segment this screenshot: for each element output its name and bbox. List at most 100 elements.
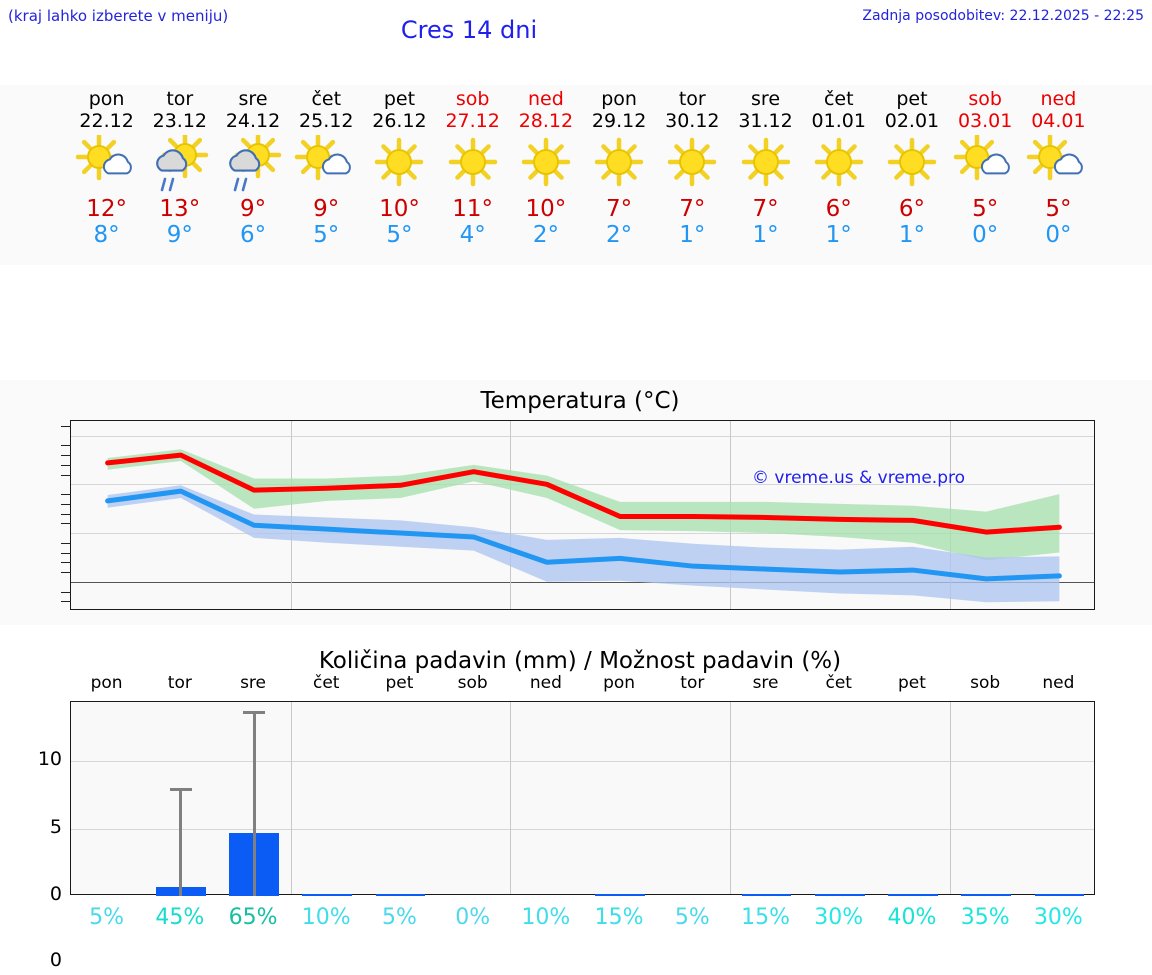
- sun-cloud-icon: [287, 135, 365, 193]
- precipitation-bar: [961, 894, 1012, 896]
- gridline: [71, 533, 1094, 535]
- temperature-series-layer: [105, 449, 1062, 603]
- day-min-temp: 9°: [166, 222, 193, 248]
- precipitation-day-label: sob: [457, 673, 488, 693]
- day-date-label: 04.01: [1031, 110, 1086, 132]
- day-of-week-label: sre: [751, 88, 781, 110]
- day-forecast-card[interactable]: sob 03.01 5° 0°: [946, 85, 1024, 265]
- day-max-temp: 9°: [313, 196, 340, 222]
- axis-minor-tick: [61, 572, 71, 574]
- precipitation-probability-label: 30%: [1033, 905, 1083, 930]
- precipitation-day-label: ned: [529, 673, 562, 693]
- day-max-temp: 9°: [239, 196, 267, 222]
- axis-minor-tick: [61, 562, 71, 564]
- day-min-temp: 2°: [606, 222, 633, 248]
- copyright-text: © vreme.us & vreme.pro: [752, 468, 966, 488]
- day-date-label: 29.12: [591, 110, 647, 132]
- day-forecast-card[interactable]: pet 02.01 6° 1°: [873, 85, 951, 265]
- day-min-temp: 1°: [825, 222, 852, 248]
- day-of-week-label: tor: [166, 88, 194, 110]
- sun-icon: [360, 135, 438, 193]
- day-of-week-label: pon: [88, 88, 125, 110]
- day-max-temp: 5°: [972, 196, 999, 222]
- header-bar: (kraj lahko izberete v meniju) Cres 14 d…: [0, 0, 1152, 60]
- precipitation-day-label: čet: [825, 673, 852, 693]
- precipitation-probability-label: 65%: [228, 905, 278, 930]
- day-of-week-label: čet: [311, 88, 342, 110]
- day-min-temp: 6°: [239, 222, 267, 248]
- day-date-label: 22.12: [79, 110, 134, 132]
- daily-forecast-strip: pon 22.12 12° 8° tor 23.12 13° 9° sre 24.12 9° 6…: [0, 85, 1152, 265]
- day-forecast-card[interactable]: pon 29.12 7° 2°: [580, 85, 658, 265]
- day-max-temp: 10°: [525, 196, 567, 222]
- day-date-label: 03.01: [957, 110, 1013, 132]
- day-min-temp: 5°: [386, 222, 413, 248]
- sun-icon: [507, 135, 585, 193]
- sun-cloud-rain-icon: [141, 135, 219, 193]
- day-forecast-card[interactable]: čet 25.12 9° 5°: [287, 85, 365, 265]
- precipitation-bar: [595, 894, 645, 896]
- day-max-temp: 10°: [379, 196, 420, 222]
- precipitation-day-label: sob: [970, 673, 1001, 693]
- precipitation-day-label: pon: [603, 673, 636, 693]
- temperature-series-line: [105, 452, 1062, 535]
- axis-minor-tick: [61, 445, 71, 447]
- day-forecast-card[interactable]: ned 04.01 5° 0°: [1019, 85, 1097, 265]
- page-title: Cres 14 dni: [400, 16, 538, 44]
- day-forecast-card[interactable]: tor 30.12 7° 1°: [653, 85, 731, 265]
- day-max-temp: 6°: [825, 196, 852, 222]
- precipitation-whisker: [252, 711, 256, 896]
- sun-icon: [580, 135, 658, 193]
- sun-icon: [653, 135, 731, 193]
- precipitation-day-label: ned: [1042, 673, 1075, 693]
- sun-cloud-icon: [946, 135, 1024, 193]
- axis-minor-tick: [61, 552, 71, 554]
- gridline: [71, 828, 1094, 830]
- day-min-temp: 8°: [93, 222, 120, 248]
- day-date-label: 01.01: [811, 110, 866, 132]
- day-forecast-card[interactable]: tor 23.12 13° 9°: [141, 85, 219, 265]
- day-of-week-label: tor: [678, 88, 706, 110]
- precipitation-day-label: pon: [90, 673, 123, 693]
- precipitation-bar: [302, 894, 353, 896]
- day-min-temp: 1°: [898, 222, 926, 248]
- axis-minor-tick: [61, 464, 71, 466]
- axis-minor-tick: [61, 503, 71, 505]
- vertical-gridline: [290, 421, 292, 609]
- day-forecast-card[interactable]: ned 28.12 10° 2°: [507, 85, 585, 265]
- day-min-temp: 0°: [1045, 222, 1072, 248]
- vertical-gridline: [729, 702, 731, 894]
- day-date-label: 24.12: [225, 110, 281, 132]
- day-date-label: 28.12: [518, 110, 574, 132]
- day-max-temp: 7°: [606, 196, 633, 222]
- precipitation-y-axis-tick: 0: [49, 883, 62, 905]
- day-forecast-card[interactable]: sre 24.12 9° 6°: [214, 85, 292, 265]
- temperature-plot-area: [61, 420, 1095, 610]
- gridline: [71, 484, 1094, 486]
- day-max-temp: 7°: [679, 196, 706, 222]
- day-min-temp: 4°: [459, 222, 486, 248]
- precipitation-day-label: tor: [680, 673, 705, 693]
- day-forecast-card[interactable]: pon 22.12 12° 8°: [68, 85, 146, 265]
- day-min-temp: 2°: [532, 222, 559, 248]
- temperature-chart-title: Temperatura (°C): [480, 388, 680, 414]
- day-max-temp: 5°: [1045, 196, 1072, 222]
- day-forecast-card[interactable]: pet 26.12 10° 5°: [360, 85, 438, 265]
- day-min-temp: 5°: [313, 222, 340, 248]
- day-max-temp: 12°: [86, 196, 127, 222]
- day-of-week-label: sob: [968, 88, 1002, 110]
- sun-cloud-icon: [68, 135, 146, 193]
- axis-minor-tick: [61, 601, 71, 603]
- vertical-gridline: [510, 702, 512, 894]
- precipitation-day-label: sre: [752, 673, 779, 693]
- precipitation-bar: [888, 894, 938, 896]
- precipitation-day-label: tor: [167, 673, 192, 693]
- day-date-label: 26.12: [372, 110, 427, 132]
- precipitation-probability-label: 5%: [89, 905, 125, 930]
- day-of-week-label: ned: [527, 88, 564, 110]
- day-min-temp: 0°: [972, 222, 999, 248]
- day-forecast-card[interactable]: sob 27.12 11° 4°: [434, 85, 512, 265]
- day-forecast-card[interactable]: čet 01.01 6° 1°: [800, 85, 878, 265]
- precipitation-chart: Količina padavin (mm) / Možnost padavin …: [0, 640, 1152, 930]
- day-forecast-card[interactable]: sre 31.12 7° 1°: [727, 85, 805, 265]
